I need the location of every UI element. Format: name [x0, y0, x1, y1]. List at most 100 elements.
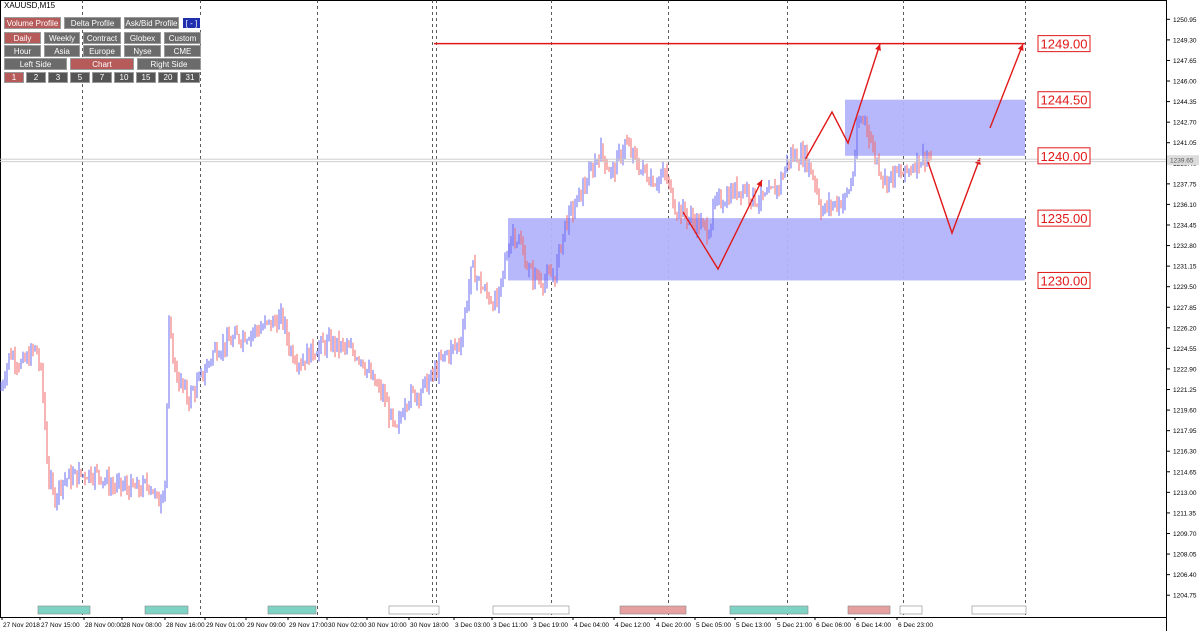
x-tick-label: 5 Dec 05:00 — [696, 622, 731, 629]
session-tag — [729, 605, 809, 615]
x-tick-label: 3 Dec 19:00 — [533, 622, 568, 629]
price-label-text: 1244.50 — [1041, 93, 1088, 108]
price-label-box — [1037, 91, 1091, 109]
y-tick-label: 1249.30 — [1173, 37, 1197, 44]
price-label-text: 1230.00 — [1041, 273, 1088, 288]
y-tick-label: 1250.95 — [1173, 17, 1197, 24]
y-tick-label: 1226.20 — [1173, 325, 1197, 332]
session-tag — [267, 605, 317, 615]
price-label: 1230.00 — [1037, 271, 1091, 289]
price-label-text: 1235.00 — [1041, 211, 1088, 226]
count-31-button[interactable]: 31 — [180, 72, 200, 83]
current-price-box — [1167, 155, 1199, 166]
price-label: 1235.00 — [1037, 209, 1091, 227]
y-tick-label: 1237.75 — [1173, 181, 1197, 188]
session-tag — [144, 605, 189, 615]
count-10-button[interactable]: 10 — [114, 72, 134, 83]
chart-button[interactable]: Chart — [70, 58, 134, 70]
session-cme-button[interactable]: CME — [164, 45, 201, 57]
x-tick-label: 4 Dec 04:00 — [574, 622, 609, 629]
session-tag — [388, 605, 440, 615]
period-weekly-button[interactable]: Weekly — [44, 32, 80, 44]
y-tick-label: 1244.35 — [1173, 99, 1197, 106]
x-tick-label: 28 Nov 00:00 — [85, 622, 124, 629]
y-tick-label: 1246.00 — [1173, 79, 1197, 86]
x-tick-label: 6 Dec 23:00 — [898, 622, 933, 629]
price-label-text: 1249.00 — [1041, 37, 1088, 52]
y-tick-label: 1242.70 — [1173, 120, 1197, 127]
projection-line — [927, 157, 981, 236]
x-tick-label: 5 Dec 21:00 — [777, 622, 812, 629]
price-label: 1244.50 — [1037, 91, 1091, 109]
count-15-button[interactable]: 15 — [136, 72, 156, 83]
period-daily-button[interactable]: Daily — [4, 32, 41, 44]
time-axis: 27 Nov 2018 27 Nov 15:00 28 Nov 00:00 28 No… — [1, 605, 1027, 629]
period-custom-button[interactable]: Custom — [164, 32, 201, 44]
y-tick-label: 1211.35 — [1173, 510, 1196, 517]
x-tick-label: 3 Dec 11:00 — [493, 622, 528, 629]
y-tick-label: 1213.00 — [1173, 490, 1197, 497]
price-label-box — [1037, 271, 1091, 289]
price-label-box — [1037, 209, 1091, 227]
x-tick-label: 28 Nov 16:00 — [166, 622, 205, 629]
x-tick-label: 4 Dec 20:00 — [656, 622, 691, 629]
x-tick-label: 4 Dec 12:00 — [615, 622, 650, 629]
x-tick-label: 27 Nov 2018 — [3, 622, 40, 629]
zones — [508, 99, 1025, 281]
session-tag — [899, 605, 923, 615]
askbid-profile-button[interactable]: Ask/Bid Profile — [124, 17, 179, 29]
session-tag — [619, 605, 687, 615]
y-tick-label: 1221.25 — [1173, 387, 1197, 394]
y-tick-label: 1234.45 — [1173, 222, 1197, 229]
y-tick-label: 1214.65 — [1173, 469, 1197, 476]
session-hour-button[interactable]: Hour — [4, 45, 41, 57]
period-globex-button[interactable]: Globex — [124, 32, 161, 44]
count-20-button[interactable]: 20 — [158, 72, 178, 83]
period-contract-button[interactable]: Contract — [83, 32, 121, 44]
y-tick-label: 1224.55 — [1173, 346, 1197, 353]
count-5-button[interactable]: 5 — [70, 72, 90, 83]
y-tick-label: 1204.75 — [1173, 593, 1197, 600]
x-tick-label: 29 Nov 17:00 — [289, 622, 328, 629]
x-tick-label: 28 Nov 08:00 — [123, 622, 162, 629]
y-tick-label: 1247.65 — [1173, 58, 1197, 65]
count-7-button[interactable]: 7 — [92, 72, 112, 83]
x-tick-label: 30 Nov 10:00 — [368, 622, 407, 629]
price-label-box — [1037, 147, 1091, 165]
session-tag — [37, 605, 91, 615]
session-nyse-button[interactable]: Nyse — [124, 45, 161, 57]
right-side-button[interactable]: Right Side — [137, 58, 201, 70]
x-tick-label: 6 Dec 06:00 — [816, 622, 851, 629]
minimize-button[interactable]: [ - ] — [182, 17, 201, 29]
session-tag — [971, 605, 1027, 615]
y-tick-label: 1209.70 — [1173, 531, 1197, 538]
session-asia-button[interactable]: Asia — [44, 45, 80, 57]
x-tick-label: 27 Nov 15:00 — [41, 622, 80, 629]
arrow-head — [756, 180, 762, 187]
y-tick-label: 1241.05 — [1173, 140, 1197, 147]
x-tick-label: 29 Nov 09:00 — [247, 622, 286, 629]
count-3-button[interactable]: 3 — [48, 72, 68, 83]
price-label: 1249.00 — [1037, 35, 1091, 53]
x-tick-label: 6 Dec 14:00 — [856, 622, 891, 629]
volume-profile-button[interactable]: Volume Profile — [4, 17, 61, 29]
count-1-button[interactable]: 1 — [4, 72, 24, 83]
left-side-button[interactable]: Left Side — [4, 58, 67, 70]
y-tick-label: 1222.90 — [1173, 366, 1197, 373]
zone-box — [508, 218, 1025, 281]
delta-profile-button[interactable]: Delta Profile — [64, 17, 121, 29]
y-tick-label: 1216.30 — [1173, 449, 1197, 456]
y-tick-label: 1231.15 — [1173, 264, 1197, 271]
session-grid — [0, 0, 1167, 631]
session-europe-button[interactable]: Europe — [83, 45, 121, 57]
y-tick-label: 1232.80 — [1173, 243, 1197, 250]
price-series — [0, 115, 932, 514]
price-label-box — [1037, 35, 1091, 53]
price-label: 1240.00 — [1037, 147, 1091, 165]
symbol-label: XAUUSD,M15 — [4, 1, 56, 10]
y-tick-label: 1206.40 — [1173, 572, 1197, 579]
count-2-button[interactable]: 2 — [26, 72, 46, 83]
x-tick-label: 5 Dec 13:00 — [736, 622, 771, 629]
plot-frame — [0, 0, 1167, 618]
